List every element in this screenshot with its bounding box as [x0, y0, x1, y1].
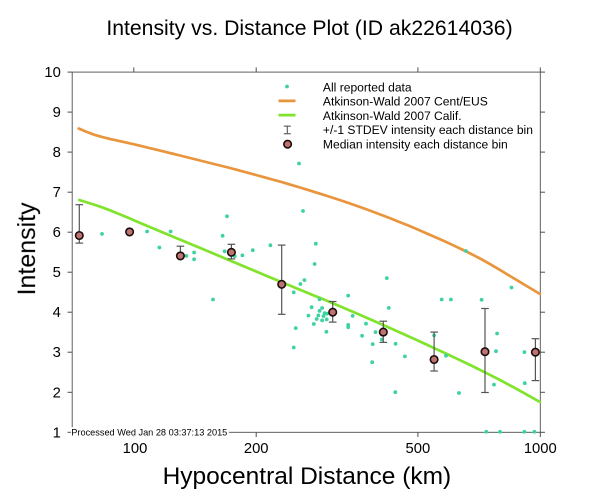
svg-text:2: 2: [53, 385, 61, 401]
svg-text:+/-1 STDEV intensity each dist: +/-1 STDEV intensity each distance bin: [323, 123, 533, 137]
svg-text:Processed Wed Jan 28 03:37:13: Processed Wed Jan 28 03:37:13 2015: [71, 428, 227, 438]
svg-text:Hypocentral Distance (km): Hypocentral Distance (km): [163, 463, 452, 490]
svg-text:9: 9: [53, 105, 61, 121]
svg-text:500: 500: [406, 441, 431, 457]
svg-text:All reported data: All reported data: [323, 80, 412, 94]
svg-text:1: 1: [53, 425, 61, 441]
svg-text:1000: 1000: [524, 441, 557, 457]
svg-text:10: 10: [44, 65, 60, 81]
svg-text:Median intensity each distance: Median intensity each distance bin: [323, 137, 508, 151]
svg-text:8: 8: [53, 145, 61, 161]
svg-text:Atkinson-Wald 2007 Calif.: Atkinson-Wald 2007 Calif.: [323, 109, 462, 123]
svg-text:4: 4: [53, 305, 61, 321]
svg-text:Atkinson-Wald 2007 Cent/EUS: Atkinson-Wald 2007 Cent/EUS: [323, 95, 488, 109]
svg-text:Intensity: Intensity: [13, 202, 41, 296]
svg-text:5: 5: [53, 265, 61, 281]
svg-text:200: 200: [244, 441, 269, 457]
svg-text:100: 100: [123, 441, 148, 457]
svg-text:Intensity vs. Distance Plot (I: Intensity vs. Distance Plot (ID ak226140…: [106, 17, 512, 40]
svg-text:3: 3: [53, 345, 61, 361]
svg-text:7: 7: [53, 185, 61, 201]
svg-text:6: 6: [53, 225, 61, 241]
